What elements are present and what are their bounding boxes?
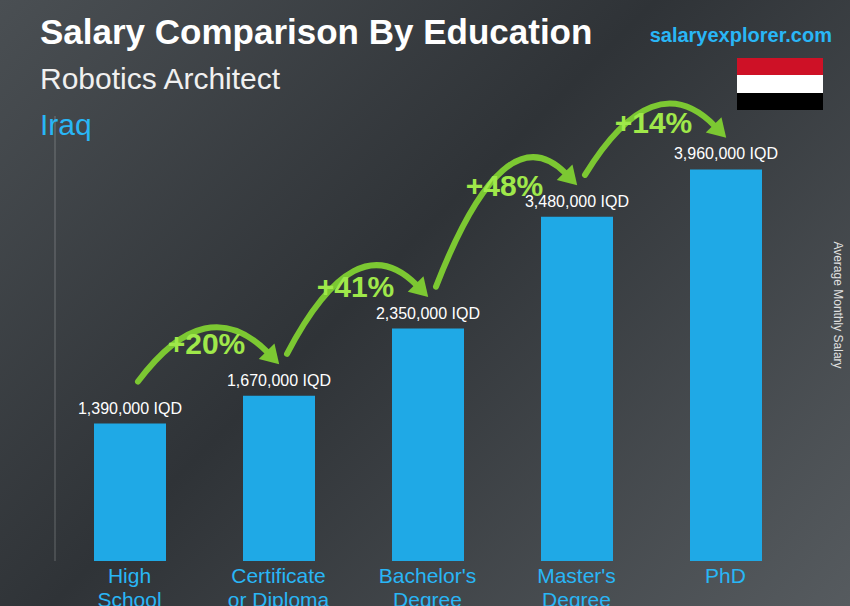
svg-text:2,350,000 IQD: 2,350,000 IQD — [376, 305, 480, 322]
svg-text:+20%: +20% — [168, 327, 246, 360]
svg-text:PhD: PhD — [705, 564, 746, 587]
svg-text:HighSchool: HighSchool — [97, 564, 161, 606]
svg-text:1,670,000 IQD: 1,670,000 IQD — [227, 372, 331, 389]
svg-text:+41%: +41% — [317, 270, 395, 303]
html-text:Robotics Architect: Robotics Architect — [40, 62, 281, 95]
svg-text:3,960,000 IQD: 3,960,000 IQD — [674, 145, 778, 162]
svg-text:3,480,000 IQD: 3,480,000 IQD — [525, 192, 629, 210]
svg-text:1,390,000 IQD: 1,390,000 IQD — [78, 400, 182, 417]
html-text:Iraq: Iraq — [40, 108, 92, 141]
html-text:salaryexplorer.com: salaryexplorer.com — [649, 24, 832, 46]
svg-text:Certificateor Diploma: Certificateor Diploma — [228, 564, 330, 606]
svg-text:+48%: +48% — [466, 169, 544, 202]
svg-text:Bachelor'sDegree: Bachelor'sDegree — [379, 564, 476, 606]
svg-text:+14%: +14% — [615, 106, 693, 139]
html-text:Average Monthly Salary: Average Monthly Salary — [831, 241, 845, 369]
svg-text:Master'sDegree: Master'sDegree — [537, 564, 616, 606]
html-text:Salary Comparison By Education: Salary Comparison By Education — [40, 12, 593, 51]
